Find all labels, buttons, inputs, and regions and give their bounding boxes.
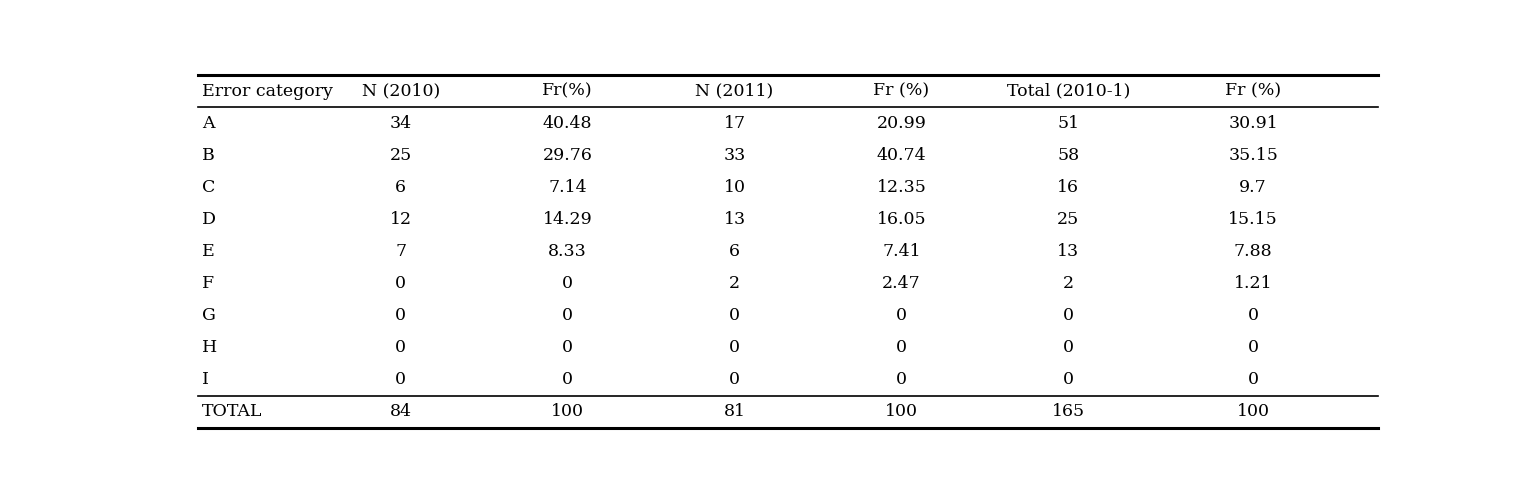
Text: 34: 34 bbox=[389, 115, 412, 131]
Text: 0: 0 bbox=[395, 339, 406, 356]
Text: 10: 10 bbox=[723, 179, 746, 196]
Text: 15.15: 15.15 bbox=[1229, 211, 1278, 228]
Text: 35.15: 35.15 bbox=[1229, 147, 1278, 164]
Text: B: B bbox=[201, 147, 214, 164]
Text: 2.47: 2.47 bbox=[883, 275, 921, 292]
Text: I: I bbox=[201, 372, 209, 388]
Text: 0: 0 bbox=[1247, 372, 1258, 388]
Text: D: D bbox=[201, 211, 215, 228]
Text: 6: 6 bbox=[395, 179, 406, 196]
Text: 100: 100 bbox=[1237, 403, 1269, 420]
Text: 51: 51 bbox=[1057, 115, 1080, 131]
Text: 0: 0 bbox=[395, 307, 406, 324]
Text: 30.91: 30.91 bbox=[1229, 115, 1278, 131]
Text: Fr (%): Fr (%) bbox=[1226, 83, 1281, 100]
Text: 25: 25 bbox=[1057, 211, 1080, 228]
Text: 0: 0 bbox=[1247, 307, 1258, 324]
Text: 7.41: 7.41 bbox=[883, 243, 921, 260]
Text: H: H bbox=[201, 339, 217, 356]
Text: F: F bbox=[201, 275, 214, 292]
Text: 0: 0 bbox=[563, 275, 574, 292]
Text: 81: 81 bbox=[723, 403, 746, 420]
Text: Error category: Error category bbox=[201, 83, 332, 100]
Text: 0: 0 bbox=[729, 372, 740, 388]
Text: 12: 12 bbox=[389, 211, 412, 228]
Text: 16: 16 bbox=[1057, 179, 1080, 196]
Text: 0: 0 bbox=[1063, 307, 1074, 324]
Text: 12.35: 12.35 bbox=[877, 179, 926, 196]
Text: 100: 100 bbox=[884, 403, 918, 420]
Text: TOTAL: TOTAL bbox=[201, 403, 261, 420]
Text: 7.88: 7.88 bbox=[1233, 243, 1272, 260]
Text: 0: 0 bbox=[1063, 372, 1074, 388]
Text: 17: 17 bbox=[723, 115, 746, 131]
Text: 40.74: 40.74 bbox=[877, 147, 926, 164]
Text: Total (2010-1): Total (2010-1) bbox=[1007, 83, 1130, 100]
Text: 25: 25 bbox=[389, 147, 412, 164]
Text: 84: 84 bbox=[389, 403, 412, 420]
Text: Fr(%): Fr(%) bbox=[543, 83, 594, 100]
Text: 2: 2 bbox=[729, 275, 740, 292]
Text: 13: 13 bbox=[1057, 243, 1080, 260]
Text: 100: 100 bbox=[551, 403, 584, 420]
Text: 165: 165 bbox=[1052, 403, 1084, 420]
Text: 8.33: 8.33 bbox=[549, 243, 588, 260]
Text: 13: 13 bbox=[723, 211, 746, 228]
Text: 1.21: 1.21 bbox=[1233, 275, 1272, 292]
Text: 33: 33 bbox=[723, 147, 746, 164]
Text: 0: 0 bbox=[729, 339, 740, 356]
Text: 0: 0 bbox=[395, 372, 406, 388]
Text: 0: 0 bbox=[897, 307, 907, 324]
Text: 0: 0 bbox=[563, 372, 574, 388]
Text: 9.7: 9.7 bbox=[1240, 179, 1267, 196]
Text: 0: 0 bbox=[729, 307, 740, 324]
Text: 0: 0 bbox=[1063, 339, 1074, 356]
Text: 0: 0 bbox=[563, 339, 574, 356]
Text: 7: 7 bbox=[395, 243, 406, 260]
Text: 6: 6 bbox=[729, 243, 740, 260]
Text: 58: 58 bbox=[1057, 147, 1080, 164]
Text: 40.48: 40.48 bbox=[543, 115, 592, 131]
Text: C: C bbox=[201, 179, 215, 196]
Text: 0: 0 bbox=[897, 372, 907, 388]
Text: 20.99: 20.99 bbox=[877, 115, 926, 131]
Text: N (2010): N (2010) bbox=[361, 83, 440, 100]
Text: 0: 0 bbox=[563, 307, 574, 324]
Text: 0: 0 bbox=[897, 339, 907, 356]
Text: N (2011): N (2011) bbox=[695, 83, 774, 100]
Text: E: E bbox=[201, 243, 214, 260]
Text: 14.29: 14.29 bbox=[543, 211, 592, 228]
Text: 0: 0 bbox=[1247, 339, 1258, 356]
Text: Fr (%): Fr (%) bbox=[874, 83, 929, 100]
Text: 16.05: 16.05 bbox=[877, 211, 926, 228]
Text: 7.14: 7.14 bbox=[549, 179, 588, 196]
Text: 29.76: 29.76 bbox=[543, 147, 592, 164]
Text: G: G bbox=[201, 307, 215, 324]
Text: A: A bbox=[201, 115, 214, 131]
Text: 2: 2 bbox=[1063, 275, 1074, 292]
Text: 0: 0 bbox=[395, 275, 406, 292]
